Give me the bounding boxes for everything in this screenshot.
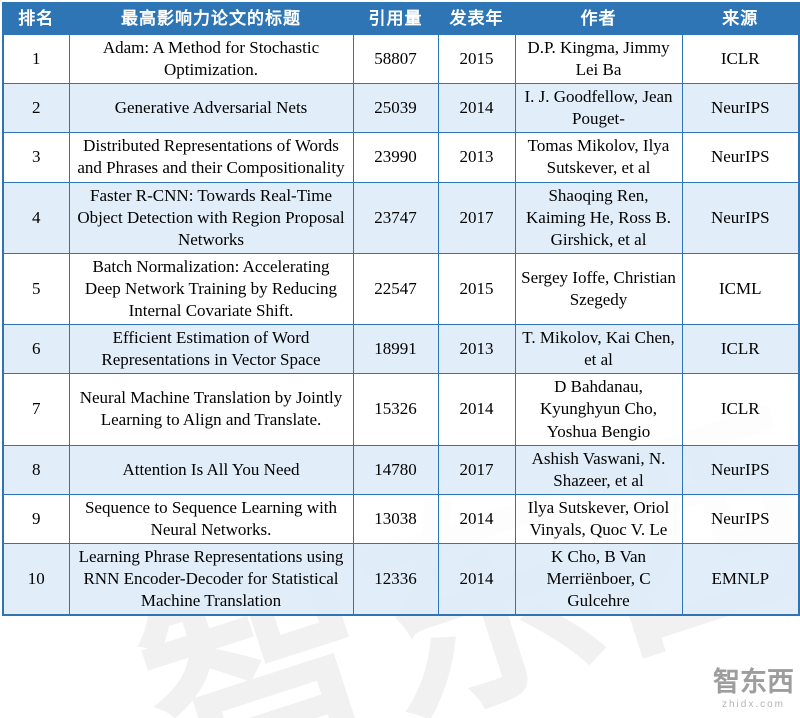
table-row: 6 Efficient Estimation of Word Represent… xyxy=(2,324,800,375)
source-cell: NeurIPS xyxy=(681,83,800,134)
rank-cell: 3 xyxy=(2,132,70,183)
authors-cell: K Cho, B Van Merriënboer, C Gulcehre xyxy=(514,542,683,616)
source-cell: NeurIPS xyxy=(681,181,800,254)
citations-cell: 13038 xyxy=(352,493,439,544)
source-cell: NeurIPS xyxy=(681,493,800,544)
year-cell: 2013 xyxy=(437,132,516,183)
rank-cell: 6 xyxy=(2,324,70,375)
authors-cell: Tomas Mikolov, Ilya Sutskever, et al xyxy=(514,132,683,183)
header-source: 来源 xyxy=(681,2,800,35)
authors-cell: Ashish Vaswani, N. Shazeer, et al xyxy=(514,444,683,495)
title-cell: Batch Normalization: Accelerating Deep N… xyxy=(68,252,354,326)
year-cell: 2013 xyxy=(437,324,516,375)
rank-cell: 8 xyxy=(2,444,70,495)
citations-cell: 14780 xyxy=(352,444,439,495)
table-row: 8 Attention Is All You Need 14780 2017 A… xyxy=(2,444,800,495)
table-row: 5 Batch Normalization: Accelerating Deep… xyxy=(2,252,800,326)
source-cell: ICLR xyxy=(681,373,800,446)
title-cell: Faster R-CNN: Towards Real-Time Object D… xyxy=(68,181,354,254)
zhidx-logo-text: 智东西 xyxy=(713,667,794,698)
rank-cell: 4 xyxy=(2,181,70,254)
rank-cell: 9 xyxy=(2,493,70,544)
authors-cell: Shaoqing Ren, Kaiming He, Ross B. Girshi… xyxy=(514,181,683,254)
year-cell: 2015 xyxy=(437,33,516,85)
title-cell: Attention Is All You Need xyxy=(68,444,354,495)
authors-cell: Sergey Ioffe, Christian Szegedy xyxy=(514,252,683,326)
citations-cell: 23990 xyxy=(352,132,439,183)
header-row: 排名 最高影响力论文的标题 引用量 发表年 作者 来源 xyxy=(2,2,800,35)
year-cell: 2015 xyxy=(437,252,516,326)
table-row: 4 Faster R-CNN: Towards Real-Time Object… xyxy=(2,181,800,254)
authors-cell: I. J. Goodfellow, Jean Pouget- xyxy=(514,83,683,134)
citations-cell: 18991 xyxy=(352,324,439,375)
table-row: 9 Sequence to Sequence Learning with Neu… xyxy=(2,493,800,544)
papers-table: 排名 最高影响力论文的标题 引用量 发表年 作者 来源 1 Adam: A Me… xyxy=(2,2,800,617)
source-cell: ICML xyxy=(681,252,800,326)
year-cell: 2014 xyxy=(437,493,516,544)
citations-cell: 23747 xyxy=(352,181,439,254)
table-row: 3 Distributed Representations of Words a… xyxy=(2,132,800,183)
rank-cell: 5 xyxy=(2,252,70,326)
zhidx-site-text: zhidx.com xyxy=(721,699,785,710)
header-rank: 排名 xyxy=(2,2,70,35)
source-cell: NeurIPS xyxy=(681,444,800,495)
table-header: 排名 最高影响力论文的标题 引用量 发表年 作者 来源 xyxy=(2,2,800,35)
table-row: 2 Generative Adversarial Nets 25039 2014… xyxy=(2,83,800,134)
citations-cell: 12336 xyxy=(352,542,439,616)
year-cell: 2014 xyxy=(437,542,516,616)
header-citations: 引用量 xyxy=(352,2,439,35)
source-cell: EMNLP xyxy=(681,542,800,616)
year-cell: 2014 xyxy=(437,373,516,446)
year-cell: 2017 xyxy=(437,181,516,254)
header-title: 最高影响力论文的标题 xyxy=(68,2,354,35)
authors-cell: Ilya Sutskever, Oriol Vinyals, Quoc V. L… xyxy=(514,493,683,544)
header-year: 发表年 xyxy=(437,2,516,35)
title-cell: Learning Phrase Representations using RN… xyxy=(68,542,354,616)
table-body: 1 Adam: A Method for Stochastic Optimiza… xyxy=(2,33,800,616)
title-cell: Distributed Representations of Words and… xyxy=(68,132,354,183)
citations-cell: 22547 xyxy=(352,252,439,326)
title-cell: Neural Machine Translation by Jointly Le… xyxy=(68,373,354,446)
authors-cell: T. Mikolov, Kai Chen, et al xyxy=(514,324,683,375)
year-cell: 2017 xyxy=(437,444,516,495)
rank-cell: 10 xyxy=(2,542,70,616)
year-cell: 2014 xyxy=(437,83,516,134)
rank-cell: 2 xyxy=(2,83,70,134)
citations-cell: 15326 xyxy=(352,373,439,446)
source-cell: ICLR xyxy=(681,33,800,85)
source-cell: NeurIPS xyxy=(681,132,800,183)
table-row: 1 Adam: A Method for Stochastic Optimiza… xyxy=(2,33,800,85)
table-row: 7 Neural Machine Translation by Jointly … xyxy=(2,373,800,446)
rank-cell: 1 xyxy=(2,33,70,85)
authors-cell: D Bahdanau, Kyunghyun Cho, Yoshua Bengio xyxy=(514,373,683,446)
title-cell: Generative Adversarial Nets xyxy=(68,83,354,134)
citations-cell: 58807 xyxy=(352,33,439,85)
citations-cell: 25039 xyxy=(352,83,439,134)
table-row: 10 Learning Phrase Representations using… xyxy=(2,542,800,616)
rank-cell: 7 xyxy=(2,373,70,446)
title-cell: Adam: A Method for Stochastic Optimizati… xyxy=(68,33,354,85)
source-cell: ICLR xyxy=(681,324,800,375)
header-authors: 作者 xyxy=(514,2,683,35)
zhidx-watermark: 智东西 zhidx.com xyxy=(713,668,794,710)
authors-cell: D.P. Kingma, Jimmy Lei Ba xyxy=(514,33,683,85)
title-cell: Efficient Estimation of Word Representat… xyxy=(68,324,354,375)
title-cell: Sequence to Sequence Learning with Neura… xyxy=(68,493,354,544)
